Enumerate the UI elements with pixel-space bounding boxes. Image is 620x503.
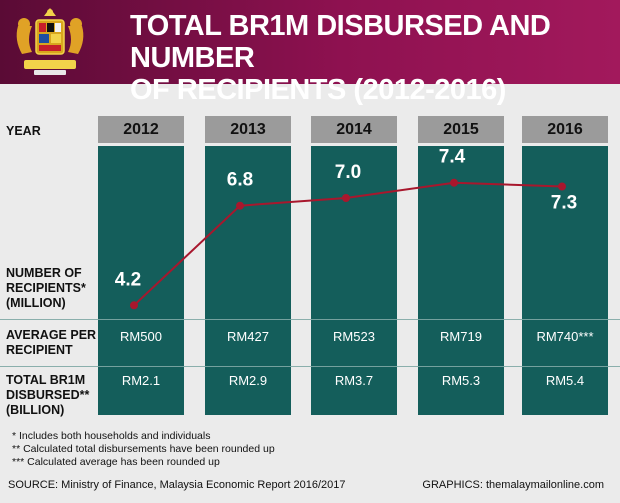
footnote-1: * Includes both households and individua… [12,430,211,442]
average-cell: RM740*** [536,329,594,344]
data-point [130,301,138,310]
average-cell: RM500 [120,329,162,344]
row-label-year: YEAR [6,124,41,138]
title-line-2: OF RECIPIENTS (2012-2016) [130,74,506,106]
average-cell: RM719 [440,329,482,344]
row-label-total-line: (BILLION) [6,403,65,417]
data-label: 7.3 [551,193,577,214]
total-cell: RM2.1 [121,373,161,388]
row-divider [0,319,620,320]
year-column [418,146,504,415]
data-label: 6.8 [227,170,253,191]
data-label: 7.0 [335,162,361,183]
data-point [342,194,350,202]
total-cell: RM5.4 [545,373,585,388]
row-label-average-line: RECIPIENT [6,343,73,357]
row-label-average: AVERAGE PER RECIPIENT [6,328,96,358]
year-header: 2015 [418,116,504,143]
row-label-total: TOTAL BR1M DISBURSED** (BILLION) [6,373,89,418]
row-divider [0,366,620,367]
footnote-3: *** Calculated average has been rounded … [12,456,220,468]
page-title: TOTAL BR1M DISBURSED AND NUMBER OF RECIP… [130,10,610,106]
header-banner: TOTAL BR1M DISBURSED AND NUMBER OF RECIP… [0,0,620,106]
year-header: 2013 [205,116,291,143]
data-point [450,178,458,187]
title-line-1: TOTAL BR1M DISBURSED AND NUMBER [130,10,551,74]
row-label-recipients: NUMBER OF RECIPIENTS* (MILLION) [6,266,86,311]
graphics-credit: GRAPHICS: themalaymailonline.com [422,479,604,491]
row-label-total-line: DISBURSED** [6,388,90,402]
footnote-2: ** Calculated total disbursements have b… [12,443,275,455]
data-label: 7.4 [439,147,466,168]
source-text: SOURCE: Ministry of Finance, Malaysia Ec… [8,479,346,491]
average-cell: RM523 [333,329,375,344]
year-column [98,146,184,415]
year-header: 2014 [311,116,397,143]
total-cell: RM2.9 [228,373,268,388]
data-point [558,182,566,191]
row-label-recipients-line: (MILLION) [6,296,66,310]
data-point [236,201,244,210]
coat-of-arms-icon [16,8,84,75]
data-label: 4.2 [115,269,141,290]
average-cell: RM427 [227,329,269,344]
year-column [311,146,397,415]
row-label-recipients-line: RECIPIENTS* [6,281,86,295]
total-cell: RM5.3 [441,373,481,388]
year-column [205,146,291,415]
year-header: 2012 [98,116,184,143]
row-label-recipients-line: NUMBER OF [6,266,82,280]
row-label-average-line: AVERAGE PER [6,328,97,342]
year-header: 2016 [522,116,608,143]
year-column [522,146,608,415]
row-label-total-line: TOTAL BR1M [6,373,86,387]
total-cell: RM3.7 [334,373,374,388]
